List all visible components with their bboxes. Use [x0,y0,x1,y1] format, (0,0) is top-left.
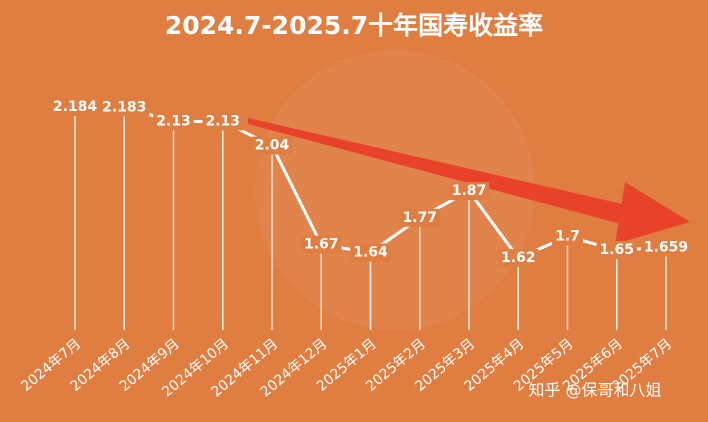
watermark: 知乎 @保哥和八姐 [528,381,661,400]
trend-arrow-head [615,182,690,244]
data-label: 2.183 [102,99,146,115]
data-label-bg [202,112,244,131]
data-label: 1.64 [353,245,388,261]
data-label: 2.13 [205,113,240,129]
data-label-bg [596,240,638,259]
data-label-bg [350,243,392,262]
data-label-bg [552,227,583,246]
data-label: 1.65 [599,242,634,258]
data-label: 1.67 [304,237,339,253]
chart-title: 2024.7-2025.7十年国寿收益率 [165,11,543,40]
data-label-bg [300,235,342,254]
data-label: 1.7 [555,229,580,245]
data-label-bg [251,136,293,155]
data-label-bg [497,249,539,267]
decoration [248,50,690,330]
data-label-bg [153,112,194,131]
data-label: 2.04 [255,138,290,154]
data-label: 2.13 [156,113,191,129]
data-label: 1.77 [402,210,437,226]
data-label: 1.659 [644,240,688,256]
data-label: 1.87 [452,183,487,199]
data-label: 1.62 [501,250,536,266]
trend-arrow-shaft [248,118,640,228]
data-label-bg [99,98,150,117]
data-label-bg [448,182,490,201]
data-label-bg [640,238,692,257]
data-label: 2.184 [53,99,98,115]
data-label-bg [399,208,441,227]
data-label-bg [49,98,101,116]
